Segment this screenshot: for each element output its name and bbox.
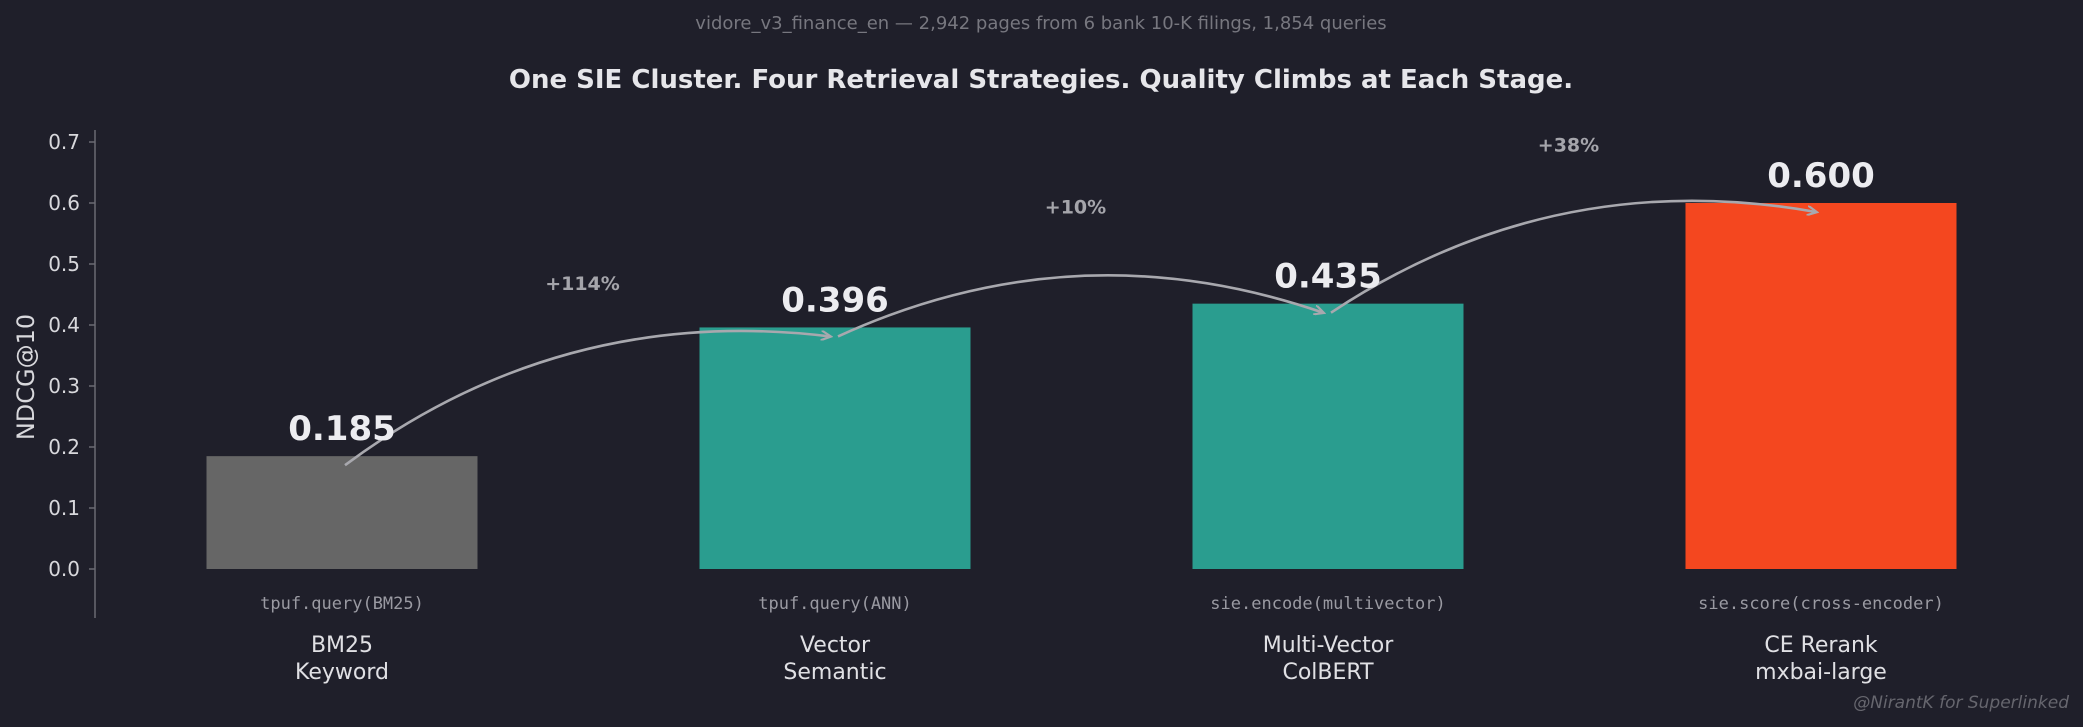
- category-label-line1: CE Rerank: [1764, 633, 1878, 658]
- bar: [699, 327, 971, 569]
- category-label-line1: BM25: [311, 633, 373, 658]
- improvement-arrow: [344, 329, 830, 467]
- y-tick-label: 0.1: [48, 496, 80, 520]
- bar: [206, 456, 478, 569]
- bar-value-label: 0.600: [1767, 156, 1875, 196]
- improvement-arrow: [1330, 199, 1816, 314]
- category-label-line1: Multi-Vector: [1263, 633, 1394, 658]
- y-tick-label: 0.5: [48, 252, 80, 276]
- improvement-arrow: [837, 274, 1323, 338]
- category-label-line2: Semantic: [783, 660, 886, 685]
- improvement-arrows: [344, 199, 1816, 467]
- y-axis-label: NDCG@10: [12, 314, 40, 440]
- chart-subtitle: vidore_v3_finance_en — 2,942 pages from …: [695, 13, 1386, 34]
- improvement-label: +38%: [1538, 134, 1599, 156]
- chart-title: One SIE Cluster. Four Retrieval Strategi…: [509, 65, 1573, 95]
- category-label-line1: Vector: [800, 633, 871, 658]
- y-tick-label: 0.4: [48, 313, 80, 337]
- bar-code-label: sie.score(cross-encoder): [1698, 594, 1944, 614]
- y-tick-label: 0.0: [48, 557, 80, 581]
- bar-code-label: tpuf.query(ANN): [758, 594, 912, 614]
- bar: [1685, 203, 1957, 569]
- y-tick-label: 0.7: [48, 130, 80, 154]
- y-tick-label: 0.6: [48, 191, 80, 215]
- category-label-line2: Keyword: [295, 660, 389, 685]
- improvement-label: +10%: [1045, 197, 1106, 219]
- category-label-line2: ColBERT: [1282, 660, 1374, 685]
- bars-group: [206, 203, 1957, 569]
- improvement-label: +114%: [545, 273, 620, 295]
- bar: [1192, 303, 1464, 569]
- bar-value-label: 0.396: [781, 280, 889, 320]
- credit-text: @NirantK for Superlinked: [1853, 693, 2069, 713]
- y-tick-label: 0.2: [48, 435, 80, 459]
- category-label-line2: mxbai-large: [1755, 660, 1887, 685]
- y-axis-ticks: 0.0 0.1 0.2 0.3 0.4 0.5 0.6 0.7: [48, 130, 95, 581]
- y-tick-label: 0.3: [48, 374, 80, 398]
- bar-value-label: 0.185: [288, 409, 396, 449]
- bar-value-label: 0.435: [1274, 257, 1382, 297]
- bar-code-label: sie.encode(multivector): [1210, 594, 1445, 614]
- bar-code-label: tpuf.query(BM25): [260, 594, 424, 614]
